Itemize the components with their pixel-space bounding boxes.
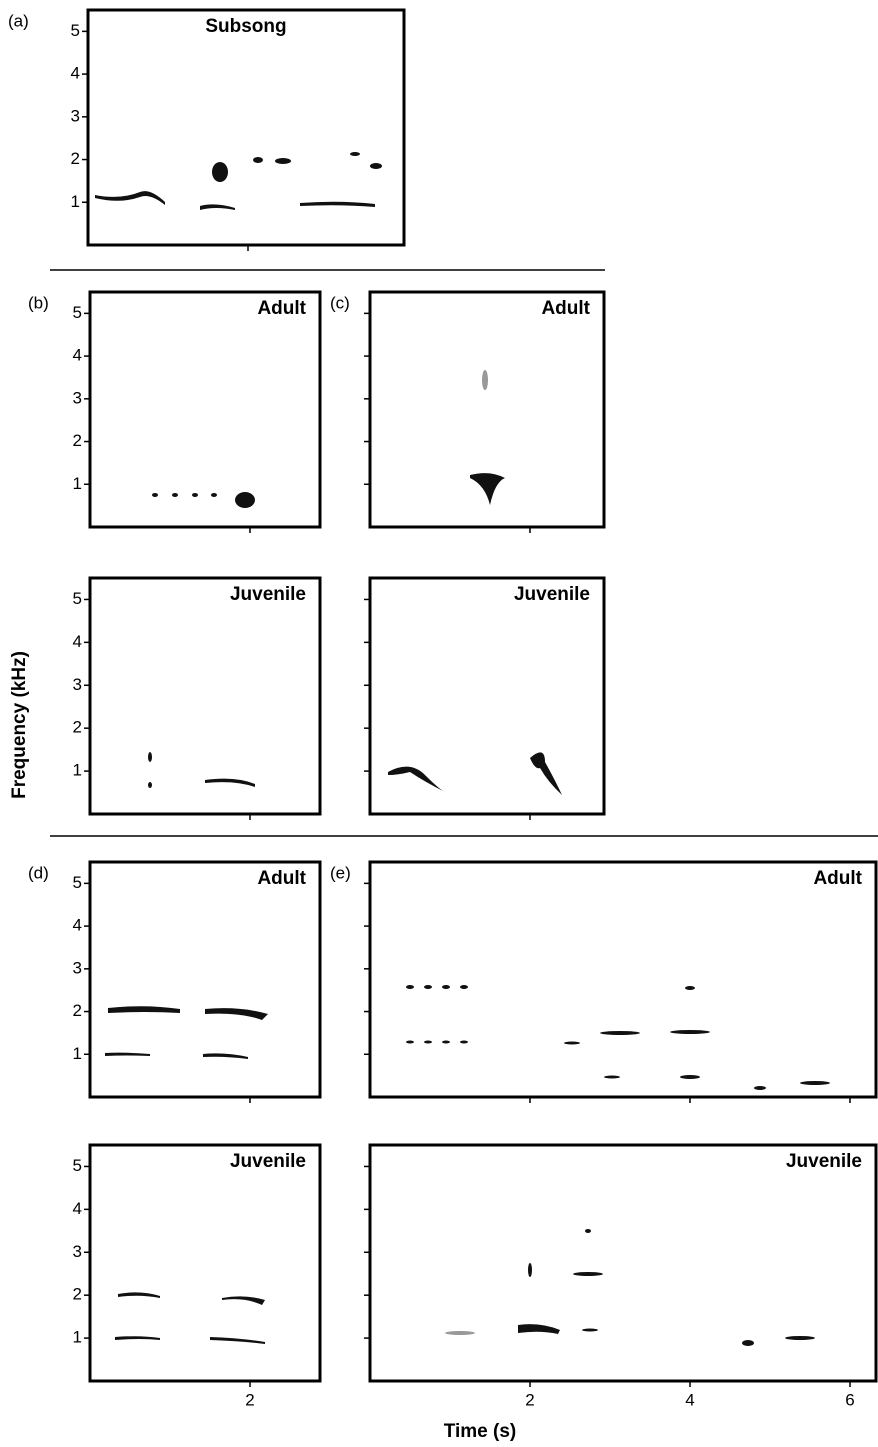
panel-label: (c)	[330, 293, 350, 312]
spectrogram-traces	[95, 152, 830, 1346]
y-tick-label: 4	[73, 632, 82, 651]
panel-label: (e)	[330, 863, 351, 882]
panel-frame	[368, 576, 606, 816]
panel-title: Subsong	[205, 16, 286, 37]
y-tick-label: 5	[73, 589, 82, 608]
y-tick-label: 3	[73, 388, 82, 407]
y-tick-label: 5	[73, 303, 82, 322]
y-tick-label: 1	[71, 192, 80, 211]
panel-frame	[368, 1143, 878, 1383]
y-tick-label: 1	[73, 474, 82, 493]
y-tick-label: 2	[73, 431, 82, 450]
panel-label: (b)	[28, 293, 49, 312]
panel-frame	[88, 576, 322, 816]
y-tick-label: 1	[73, 761, 82, 780]
panel-frame	[88, 860, 322, 1099]
panel-title: Juvenile	[230, 1151, 306, 1172]
y-tick-label: 2	[73, 1001, 82, 1020]
panel-frame	[368, 860, 878, 1099]
y-tick-label: 5	[73, 873, 82, 892]
panel-title: Adult	[541, 298, 590, 319]
y-tick-label: 4	[73, 346, 82, 365]
x-tick-label: 4	[685, 1390, 694, 1409]
x-tick-label: 6	[845, 1390, 854, 1409]
y-tick-label: 3	[71, 106, 80, 125]
panel-frame	[368, 290, 606, 529]
y-tick-label: 2	[73, 1285, 82, 1304]
panel-label: (d)	[28, 863, 49, 882]
panel-title: Adult	[257, 868, 306, 889]
x-axis-label: Time (s)	[444, 1421, 517, 1442]
x-tick-label: 2	[245, 1390, 254, 1409]
y-tick-label: 5	[73, 1156, 82, 1175]
y-tick-label: 3	[73, 675, 82, 694]
y-tick-label: 2	[71, 149, 80, 168]
y-tick-label: 3	[73, 1242, 82, 1261]
panel-frame	[88, 1143, 322, 1383]
panel-title: Juvenile	[230, 584, 306, 605]
panel-frame	[86, 8, 406, 247]
y-tick-label: 1	[73, 1328, 82, 1347]
panel-title: Adult	[257, 298, 306, 319]
y-tick-label: 5	[71, 21, 80, 40]
panel-title: Adult	[813, 868, 862, 889]
y-axis-label: Frequency (kHz)	[9, 651, 30, 799]
x-tick-label: 2	[525, 1390, 534, 1409]
y-tick-label: 2	[73, 718, 82, 737]
y-tick-label: 4	[73, 916, 82, 935]
panel-label: (a)	[8, 11, 29, 30]
panel-frame	[88, 290, 322, 529]
panel-title: Juvenile	[786, 1151, 862, 1172]
y-tick-label: 4	[71, 64, 80, 83]
y-tick-label: 1	[73, 1044, 82, 1063]
panel-title: Juvenile	[514, 584, 590, 605]
y-tick-label: 4	[73, 1199, 82, 1218]
y-tick-label: 3	[73, 958, 82, 977]
